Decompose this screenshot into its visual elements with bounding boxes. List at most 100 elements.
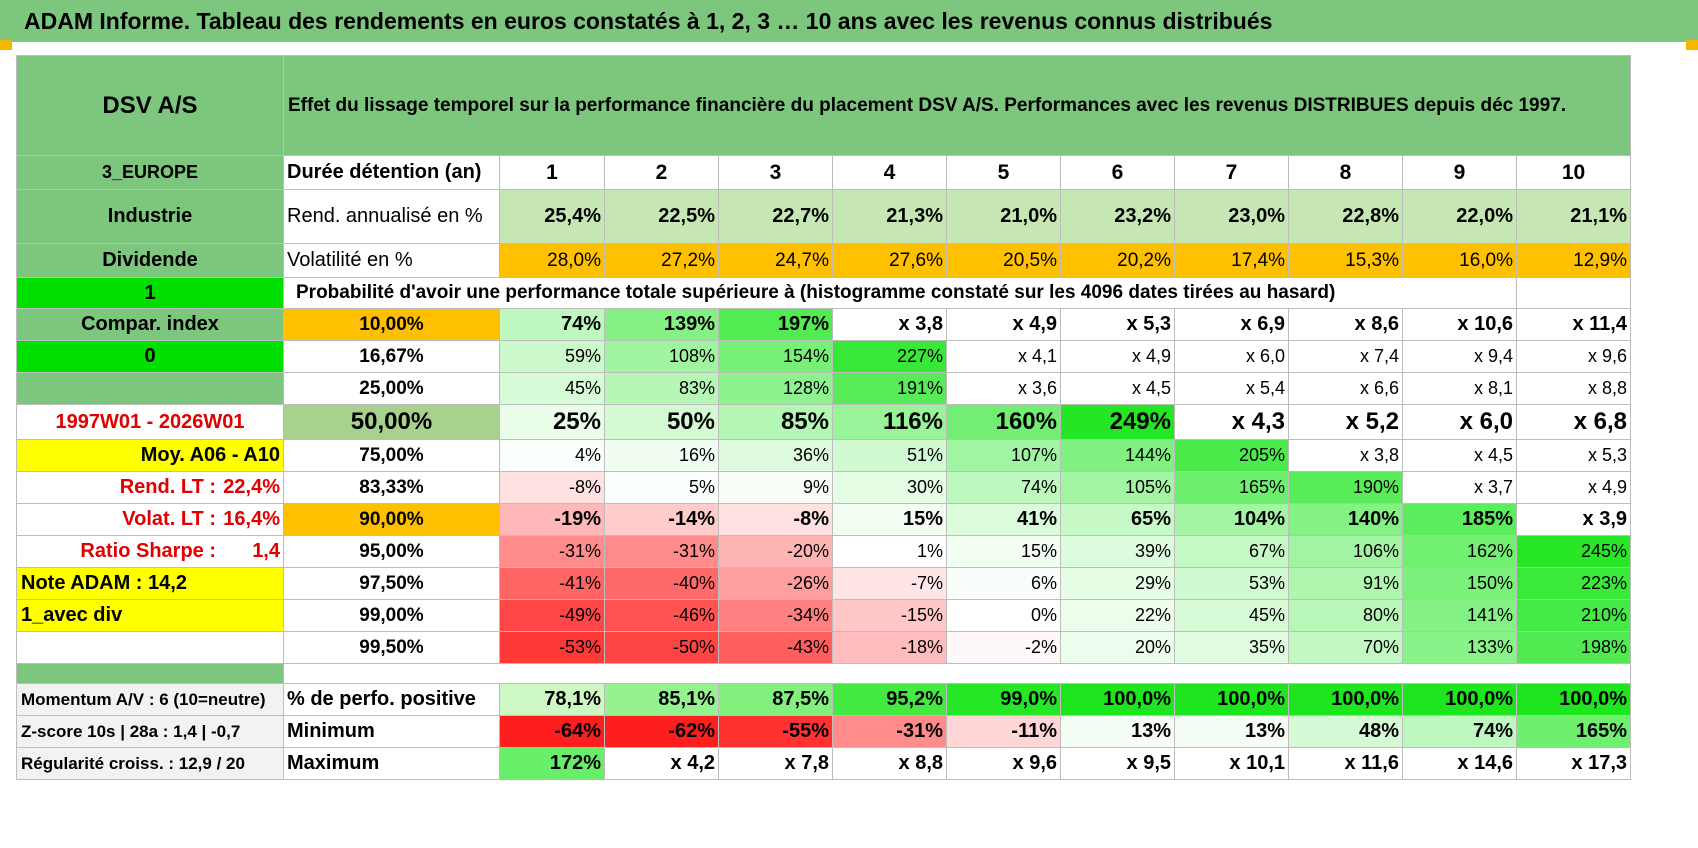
- quantile-value: -8%: [499, 471, 605, 504]
- quantile-level: 16,67%: [283, 340, 500, 373]
- summary-value: -62%: [604, 715, 719, 748]
- summary-row: Régularité croiss. : 12,9 / 20 Maximum 172…: [16, 747, 1631, 780]
- quantile-value: -34%: [718, 599, 833, 632]
- summary-value: 87,5%: [718, 683, 833, 716]
- quantile-value: x 3,8: [1288, 439, 1403, 472]
- rend-lt-cell-value: 22,4%: [223, 476, 280, 498]
- quantile-value: 106%: [1288, 535, 1403, 568]
- summary-value: 100,0%: [1516, 683, 1631, 716]
- quantile-level: 83,33%: [283, 471, 500, 504]
- stat-value: 21,3%: [832, 189, 947, 244]
- quantile-value: x 5,2: [1288, 404, 1403, 440]
- quantile-value: x 5,3: [1060, 308, 1175, 341]
- compar-index-cell: Compar. index: [16, 308, 284, 341]
- quantile-value: 29%: [1060, 567, 1175, 600]
- quantile-value: 25%: [499, 404, 605, 440]
- summary-value: -11%: [946, 715, 1061, 748]
- summary-row: Momentum A/V : 6 (10=neutre)% de perfo. …: [16, 683, 1631, 716]
- duration-header: 1: [499, 155, 605, 190]
- volat-lt-cell: Volat. LT : 16,4%: [16, 503, 284, 536]
- quantile-value: x 6,8: [1516, 404, 1631, 440]
- sharpe-cell-label: Ratio Sharpe :: [80, 540, 216, 562]
- summary-value: 100,0%: [1402, 683, 1517, 716]
- quantile-value: x 4,5: [1402, 439, 1517, 472]
- quantile-value: x 10,6: [1402, 308, 1517, 341]
- sector-cell: Industrie: [16, 189, 284, 244]
- quantile-value: 22%: [1060, 599, 1175, 632]
- quantile-value: 141%: [1402, 599, 1517, 632]
- duration-row: 3_EUROPE Durée détention (an) 1 2 3 4 5 6 7 8 9 10: [16, 155, 1631, 190]
- quantile-value: -50%: [604, 631, 719, 664]
- quantile-value: 15%: [946, 535, 1061, 568]
- summary-left-cell: Z-score 10s | 28a : 1,4 | -0,7: [16, 715, 284, 748]
- quantile-row: 99,50% -53% -50% -43% -18% -2% 20% 35% 70% 133% 19…: [16, 631, 1631, 664]
- summary-value: 78,1%: [499, 683, 605, 716]
- quantile-value: 160%: [946, 404, 1061, 440]
- quantile-row: 1997W01 - 2026W01 50,00% 25% 50% 85% 116% 160%…: [16, 404, 1631, 440]
- quantile-value: 30%: [832, 471, 947, 504]
- quantile-value: -49%: [499, 599, 605, 632]
- stat-value: 28,0%: [499, 243, 605, 278]
- summary-value: -31%: [832, 715, 947, 748]
- sharpe-cell: Ratio Sharpe : 1,4: [16, 535, 284, 568]
- left-corner-mark: [0, 40, 12, 50]
- quantile-value: 51%: [832, 439, 947, 472]
- summary-value: 13%: [1060, 715, 1175, 748]
- stat-value: 16,0%: [1402, 243, 1517, 278]
- avec-div-cell: 1_avec div: [16, 599, 284, 632]
- dividend-cell: Dividende: [16, 243, 284, 278]
- summary-value: -64%: [499, 715, 605, 748]
- quantile-value: x 8,1: [1402, 372, 1517, 405]
- quantile-value: x 5,4: [1174, 372, 1289, 405]
- quantile-value: x 6,6: [1288, 372, 1403, 405]
- stat-value: 20,2%: [1060, 243, 1175, 278]
- quantile-value: 16%: [604, 439, 719, 472]
- quantile-value: 85%: [718, 404, 833, 440]
- quantile-level: 97,50%: [283, 567, 500, 600]
- summary-value: x 7,8: [718, 747, 833, 780]
- region-cell: 3_EUROPE: [16, 155, 284, 190]
- summary-value: 85,1%: [604, 683, 719, 716]
- volat-lt-cell-value: 16,4%: [223, 508, 280, 530]
- quantile-value: -26%: [718, 567, 833, 600]
- quantile-value: 53%: [1174, 567, 1289, 600]
- quantile-value: 105%: [1060, 471, 1175, 504]
- summary-value: 172%: [499, 747, 605, 780]
- stat-value: 15,3%: [1288, 243, 1403, 278]
- quantile-value: 39%: [1060, 535, 1175, 568]
- quantile-value: x 3,6: [946, 372, 1061, 405]
- summary-label: % de perfo. positive: [283, 683, 500, 716]
- stat-value: 22,7%: [718, 189, 833, 244]
- duration-header: 7: [1174, 155, 1289, 190]
- quantile-value: x 11,4: [1516, 308, 1631, 341]
- quantile-value: -14%: [604, 503, 719, 536]
- summary-left-cell: Régularité croiss. : 12,9 / 20: [16, 747, 284, 780]
- quantile-value: 210%: [1516, 599, 1631, 632]
- quantile-value: 128%: [718, 372, 833, 405]
- stat-value: 27,6%: [832, 243, 947, 278]
- duration-header: 2: [604, 155, 719, 190]
- stat-value: 21,1%: [1516, 189, 1631, 244]
- quantile-value: x 6,0: [1174, 340, 1289, 373]
- quantile-value: 20%: [1060, 631, 1175, 664]
- quantile-row: Ratio Sharpe :1,4 95,00% -31% -31% -20% 1% 15%…: [16, 535, 1631, 568]
- quantile-value: x 3,9: [1516, 503, 1631, 536]
- header-description: Effet du lissage temporel sur la perform…: [283, 55, 1631, 156]
- summary-value: 13%: [1174, 715, 1289, 748]
- quantile-row: Compar. index 10,00% 74% 139% 197% x 3,8 x 4,9…: [16, 308, 1631, 341]
- header-row: DSV A/S Effet du lissage temporel sur la …: [16, 55, 1631, 156]
- quantile-value: 104%: [1174, 503, 1289, 536]
- quantile-value: x 8,8: [1516, 372, 1631, 405]
- quantile-value: 9%: [718, 471, 833, 504]
- quantile-value: -20%: [718, 535, 833, 568]
- quantile-value: 67%: [1174, 535, 1289, 568]
- quantile-value: x 9,4: [1402, 340, 1517, 373]
- quantile-value: 133%: [1402, 631, 1517, 664]
- quantile-level: 90,00%: [283, 503, 500, 536]
- quantile-value: 74%: [946, 471, 1061, 504]
- quantile-value: 4%: [499, 439, 605, 472]
- quantile-value: -31%: [604, 535, 719, 568]
- quantile-value: -41%: [499, 567, 605, 600]
- quantile-value: 223%: [1516, 567, 1631, 600]
- report-title: ADAM Informe. Tableau des rendements en …: [24, 8, 1273, 34]
